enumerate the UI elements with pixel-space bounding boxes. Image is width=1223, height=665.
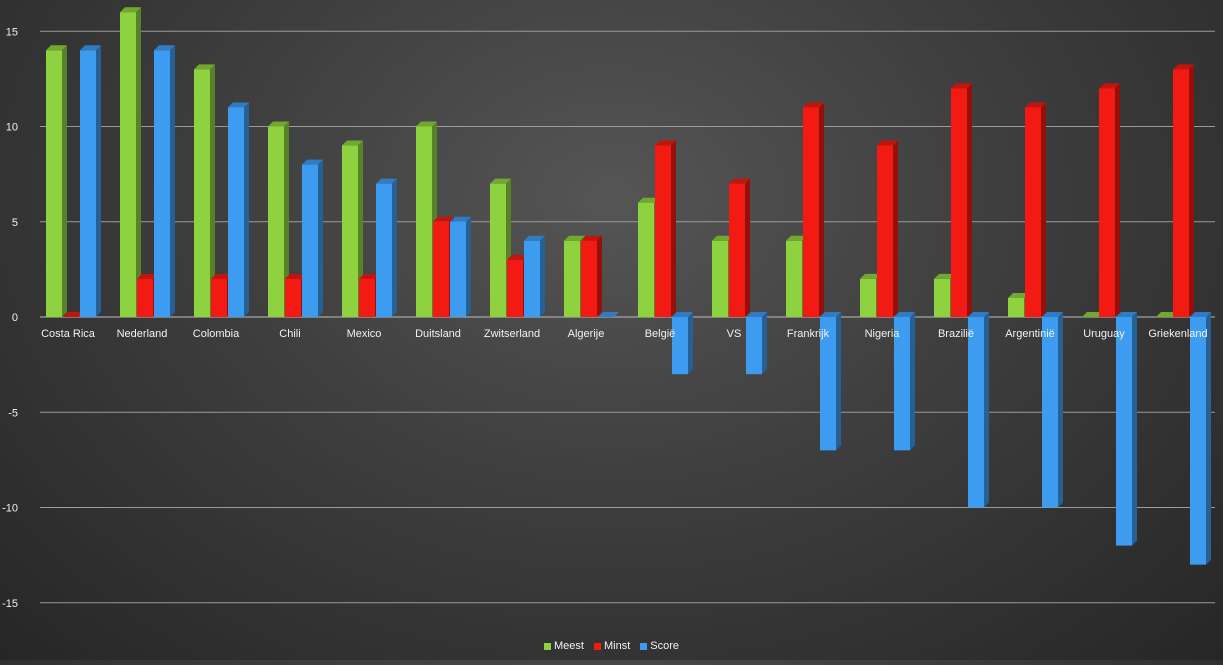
- y-tick-label: 5: [12, 217, 18, 229]
- bar-minst: [655, 140, 676, 317]
- category-label: Argentinië: [1005, 328, 1055, 340]
- legend-swatch: [544, 642, 551, 650]
- bar-score: [228, 102, 249, 317]
- bar-score: [968, 312, 989, 508]
- bar-score: [894, 312, 915, 451]
- bar-minst: [581, 235, 602, 317]
- category-label: Uruguay: [1083, 328, 1125, 340]
- legend-swatch: [593, 642, 601, 650]
- bar-score: [450, 216, 471, 317]
- legend-label: Meest: [554, 640, 584, 652]
- bar-score: [820, 312, 841, 451]
- bar-score: [376, 178, 397, 317]
- bar-score: [524, 235, 545, 317]
- bar-minst: [1099, 83, 1120, 318]
- legend-label: Score: [650, 640, 679, 652]
- bar-meest: [1156, 312, 1177, 317]
- bar-meest: [46, 45, 67, 318]
- y-tick-label: -10: [2, 503, 18, 515]
- category-label: Algerije: [568, 328, 605, 340]
- bar-meest: [268, 121, 289, 317]
- bar-score: [1190, 312, 1211, 565]
- bar-score: [80, 45, 101, 318]
- category-label: Zwitserland: [484, 328, 540, 340]
- bar-minst: [803, 102, 824, 317]
- y-tick-label: -5: [8, 407, 18, 419]
- bar-meest: [194, 64, 215, 317]
- bar-meest: [120, 7, 141, 317]
- category-label: Nederland: [117, 328, 168, 340]
- category-label: Costa Rica: [41, 328, 96, 340]
- y-tick-label: 15: [6, 26, 18, 38]
- bar-minst: [63, 312, 84, 317]
- legend: Meest Minst Score: [0, 640, 1223, 652]
- category-label: Chili: [279, 328, 300, 340]
- category-label: Colombia: [193, 328, 240, 340]
- y-tick-label: 10: [6, 122, 18, 134]
- bar-minst: [1173, 64, 1194, 317]
- y-tick-label: 0: [12, 312, 18, 324]
- legend-item-score: Score: [640, 640, 679, 652]
- bar-minst: [729, 178, 750, 317]
- bar-score: [302, 159, 323, 317]
- category-label: Duitsland: [415, 328, 461, 340]
- legend-label: Minst: [603, 640, 631, 652]
- category-labels: Costa Rica Nederland Colombia Chili Mexico Du…: [41, 328, 1208, 340]
- category-label: België: [645, 328, 676, 340]
- bar-meest: [342, 140, 363, 317]
- bar-minst: [951, 83, 972, 318]
- bar-meest: [490, 178, 511, 317]
- bar-score: [598, 312, 619, 317]
- bar-minst: [877, 140, 898, 317]
- bar-minst: [1025, 102, 1046, 317]
- bar-score: [154, 45, 175, 318]
- bar-score: [1042, 312, 1063, 508]
- legend-swatch: [640, 642, 648, 650]
- category-label: Griekenland: [1148, 328, 1207, 340]
- bar-meest: [1082, 312, 1103, 317]
- category-label: Nigeria: [865, 328, 901, 340]
- category-label: VS: [727, 328, 742, 340]
- category-label: Frankrijk: [787, 328, 830, 340]
- category-label: Mexico: [347, 328, 382, 340]
- legend-item-minst: Minst: [593, 640, 631, 652]
- bar-score: [1116, 312, 1137, 546]
- category-label: Brazilië: [938, 328, 974, 340]
- bar-score: [672, 312, 693, 375]
- bar-score: [746, 312, 767, 375]
- bars: [46, 7, 1211, 565]
- y-tick-label: -15: [2, 598, 18, 610]
- legend-item-meest: Meest: [544, 640, 584, 652]
